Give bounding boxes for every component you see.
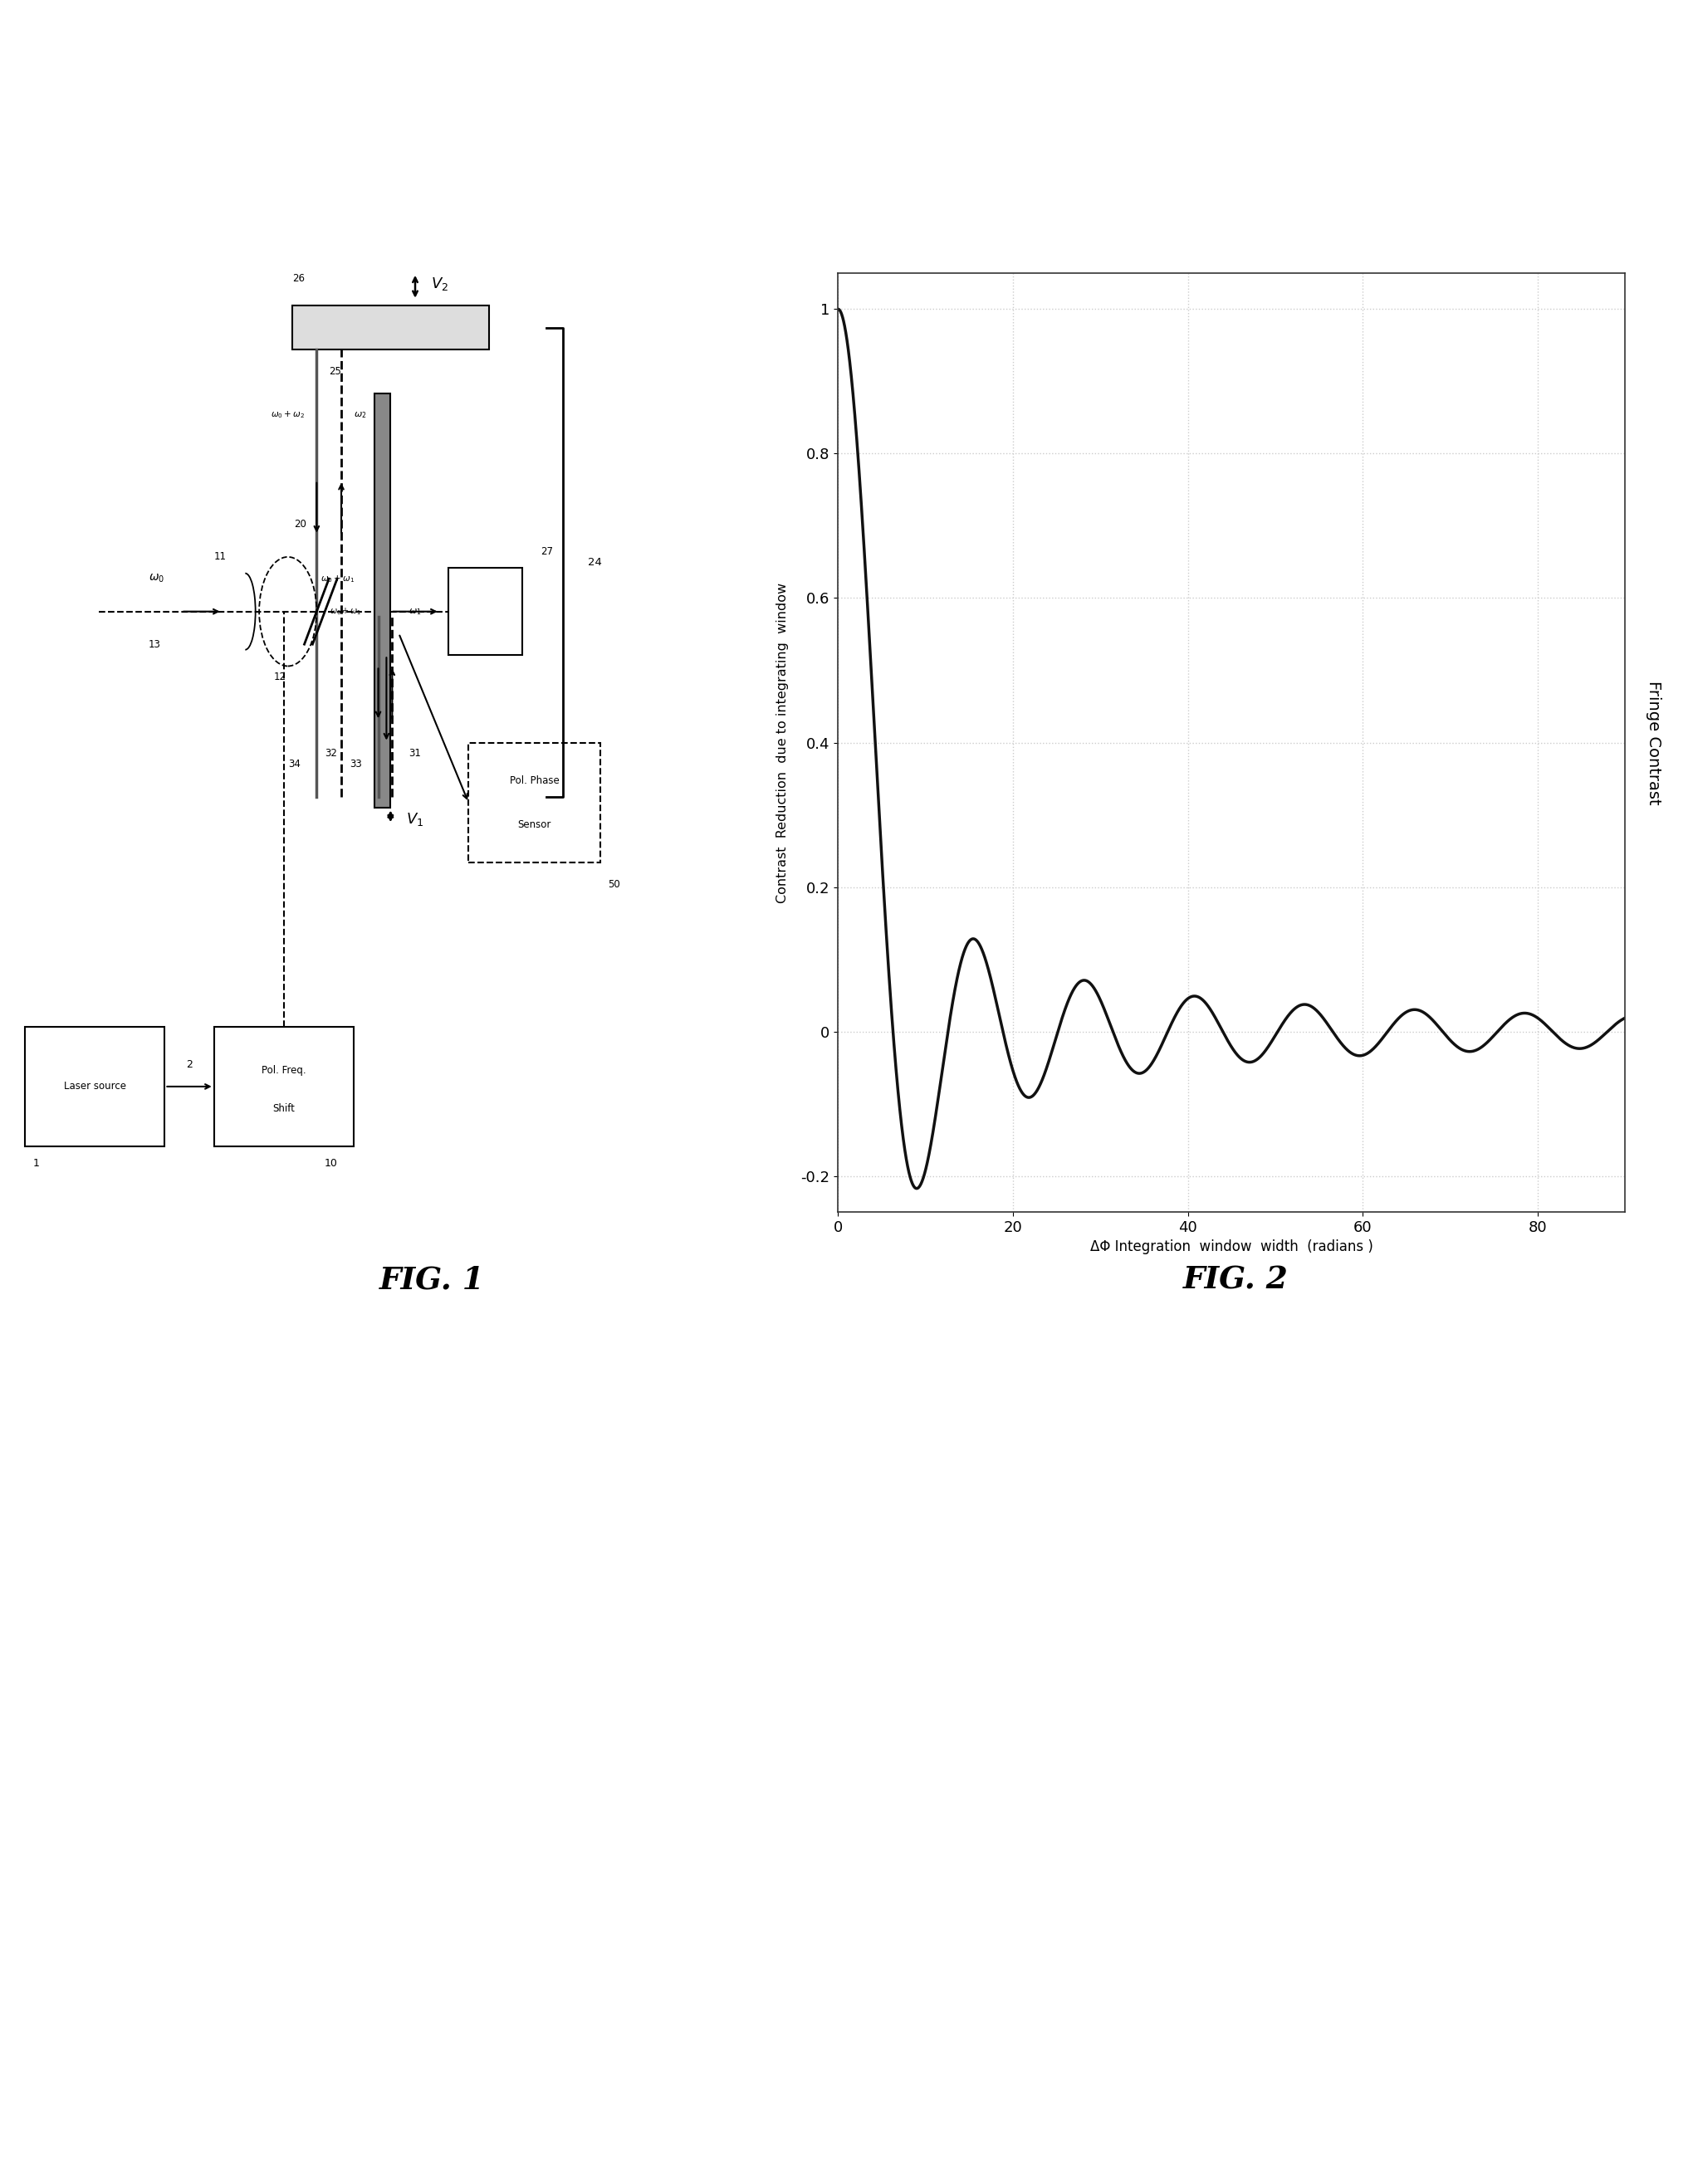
Text: 2: 2 bbox=[186, 1059, 193, 1070]
Text: $\omega_0+\omega_1$: $\omega_0+\omega_1$ bbox=[330, 607, 362, 616]
Text: 11: 11 bbox=[213, 553, 227, 561]
Text: Shift: Shift bbox=[273, 1103, 295, 1114]
Text: Laser source: Laser source bbox=[64, 1081, 125, 1092]
Text: 26: 26 bbox=[291, 273, 305, 284]
Bar bbox=[469, 743, 599, 863]
Text: $\omega_1$: $\omega_1$ bbox=[408, 607, 422, 616]
Y-axis label: Fringe Contrast: Fringe Contrast bbox=[1646, 681, 1663, 804]
Text: 34: 34 bbox=[288, 760, 300, 769]
Text: 24: 24 bbox=[587, 557, 601, 568]
Text: 12: 12 bbox=[274, 673, 286, 681]
Text: $\omega_0+\omega_2$: $\omega_0+\omega_2$ bbox=[271, 411, 305, 419]
Bar bbox=[291, 306, 489, 349]
Text: 33: 33 bbox=[349, 760, 362, 769]
Text: FIG. 1: FIG. 1 bbox=[379, 1265, 484, 1295]
Text: $\omega_0+\omega_1$: $\omega_0+\omega_1$ bbox=[320, 574, 354, 583]
Bar bbox=[449, 568, 521, 655]
Text: 32: 32 bbox=[325, 749, 337, 758]
Text: $\omega_2$: $\omega_2$ bbox=[354, 411, 366, 419]
Bar bbox=[213, 1026, 354, 1147]
Text: Pol. Phase: Pol. Phase bbox=[510, 775, 559, 786]
Text: 20: 20 bbox=[295, 520, 306, 529]
Text: $V_1$: $V_1$ bbox=[406, 810, 423, 828]
Text: 27: 27 bbox=[540, 546, 554, 557]
Text: Pol. Freq.: Pol. Freq. bbox=[261, 1066, 306, 1075]
Text: Contrast  Reduction  due to integrating  window: Contrast Reduction due to integrating wi… bbox=[775, 583, 789, 902]
X-axis label: ΔΦ Integration  window  width  (radians ): ΔΦ Integration window width (radians ) bbox=[1090, 1241, 1373, 1254]
Text: FIG. 2: FIG. 2 bbox=[1183, 1265, 1288, 1295]
Text: 13: 13 bbox=[149, 640, 161, 649]
Text: 1: 1 bbox=[34, 1158, 41, 1168]
Text: 31: 31 bbox=[408, 749, 422, 758]
Text: 10: 10 bbox=[323, 1158, 337, 1168]
Bar bbox=[374, 393, 391, 808]
Text: 25: 25 bbox=[328, 367, 342, 376]
Text: $\omega_0$: $\omega_0$ bbox=[149, 572, 164, 585]
Bar bbox=[25, 1026, 164, 1147]
Text: 50: 50 bbox=[608, 880, 620, 889]
Text: $V_2$: $V_2$ bbox=[432, 275, 449, 293]
Text: Sensor: Sensor bbox=[518, 819, 550, 830]
